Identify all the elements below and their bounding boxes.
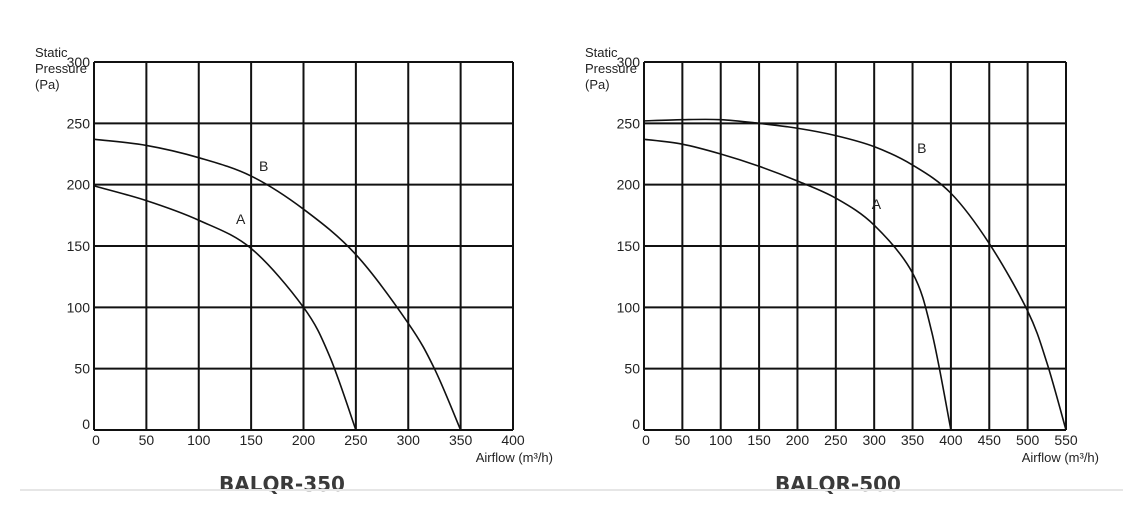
x-tick-label: 450 xyxy=(978,432,1002,448)
x-tick-label: 400 xyxy=(501,432,525,448)
x-tick-label: 200 xyxy=(786,432,810,448)
y-tick-label: 50 xyxy=(74,361,90,377)
x-tick-label: 200 xyxy=(292,432,316,448)
y-tick-label: 150 xyxy=(67,238,91,254)
y-axis-label-line: Static xyxy=(35,45,68,60)
x-tick-label: 0 xyxy=(642,432,650,448)
x-tick-label: 550 xyxy=(1054,432,1078,448)
y-tick-label: 200 xyxy=(617,177,641,193)
y-tick-label: 100 xyxy=(617,299,641,315)
curve-label-b: B xyxy=(259,158,268,174)
y-tick-label: 200 xyxy=(67,177,91,193)
y-tick-label: 0 xyxy=(82,416,90,432)
y-axis-label-line: Pressure xyxy=(585,61,637,76)
x-tick-label: 300 xyxy=(397,432,421,448)
y-tick-label: 250 xyxy=(617,115,641,131)
x-tick-label: 300 xyxy=(863,432,887,448)
curve-b xyxy=(643,118,1067,431)
y-tick-label: 300 xyxy=(617,54,641,70)
x-tick-label: 0 xyxy=(92,432,100,448)
x-tick-label: 350 xyxy=(449,432,473,448)
y-tick-label: 0 xyxy=(632,416,640,432)
y-tick-label: 250 xyxy=(67,115,91,131)
x-tick-label: 50 xyxy=(139,432,155,448)
x-tick-label: 100 xyxy=(187,432,211,448)
y-tick-label: 50 xyxy=(624,361,640,377)
chart-balqr-350: 0 50 100 150 200 250 300 350 400 0 50 100 150 200 250 3… xyxy=(35,45,553,496)
chart-title: BALQR-500 xyxy=(775,472,901,496)
x-tick-label: 400 xyxy=(939,432,963,448)
chart-title: BALQR-350 xyxy=(219,472,345,496)
curve-label-a: A xyxy=(872,196,882,212)
curve-label-a: A xyxy=(236,211,246,227)
y-axis-label-line: (Pa) xyxy=(35,77,60,92)
curve-a xyxy=(643,138,952,431)
y-axis-label-line: Static xyxy=(585,45,618,60)
y-tick-label: 300 xyxy=(67,54,91,70)
x-tick-label: 250 xyxy=(344,432,368,448)
x-tick-label: 350 xyxy=(901,432,925,448)
curve-b xyxy=(93,138,462,431)
x-tick-label: 150 xyxy=(239,432,263,448)
x-tick-label: 250 xyxy=(824,432,848,448)
y-tick-label: 150 xyxy=(617,238,641,254)
x-axis-label: Airflow (m³/h) xyxy=(476,450,553,465)
curve-a xyxy=(93,185,357,431)
y-tick-label: 100 xyxy=(67,299,91,315)
y-axis-label-line: (Pa) xyxy=(585,77,610,92)
x-tick-label: 50 xyxy=(675,432,691,448)
curve-label-b: B xyxy=(917,140,926,156)
y-axis-label-line: Pressure xyxy=(35,61,87,76)
x-tick-label: 500 xyxy=(1016,432,1040,448)
x-tick-label: 150 xyxy=(747,432,771,448)
chart-balqr-500: 0 50 100 150 200 250 300 350 400 450 500 550 0 50 100 1… xyxy=(585,45,1099,496)
x-axis-label: Airflow (m³/h) xyxy=(1022,450,1099,465)
x-tick-label: 100 xyxy=(709,432,733,448)
